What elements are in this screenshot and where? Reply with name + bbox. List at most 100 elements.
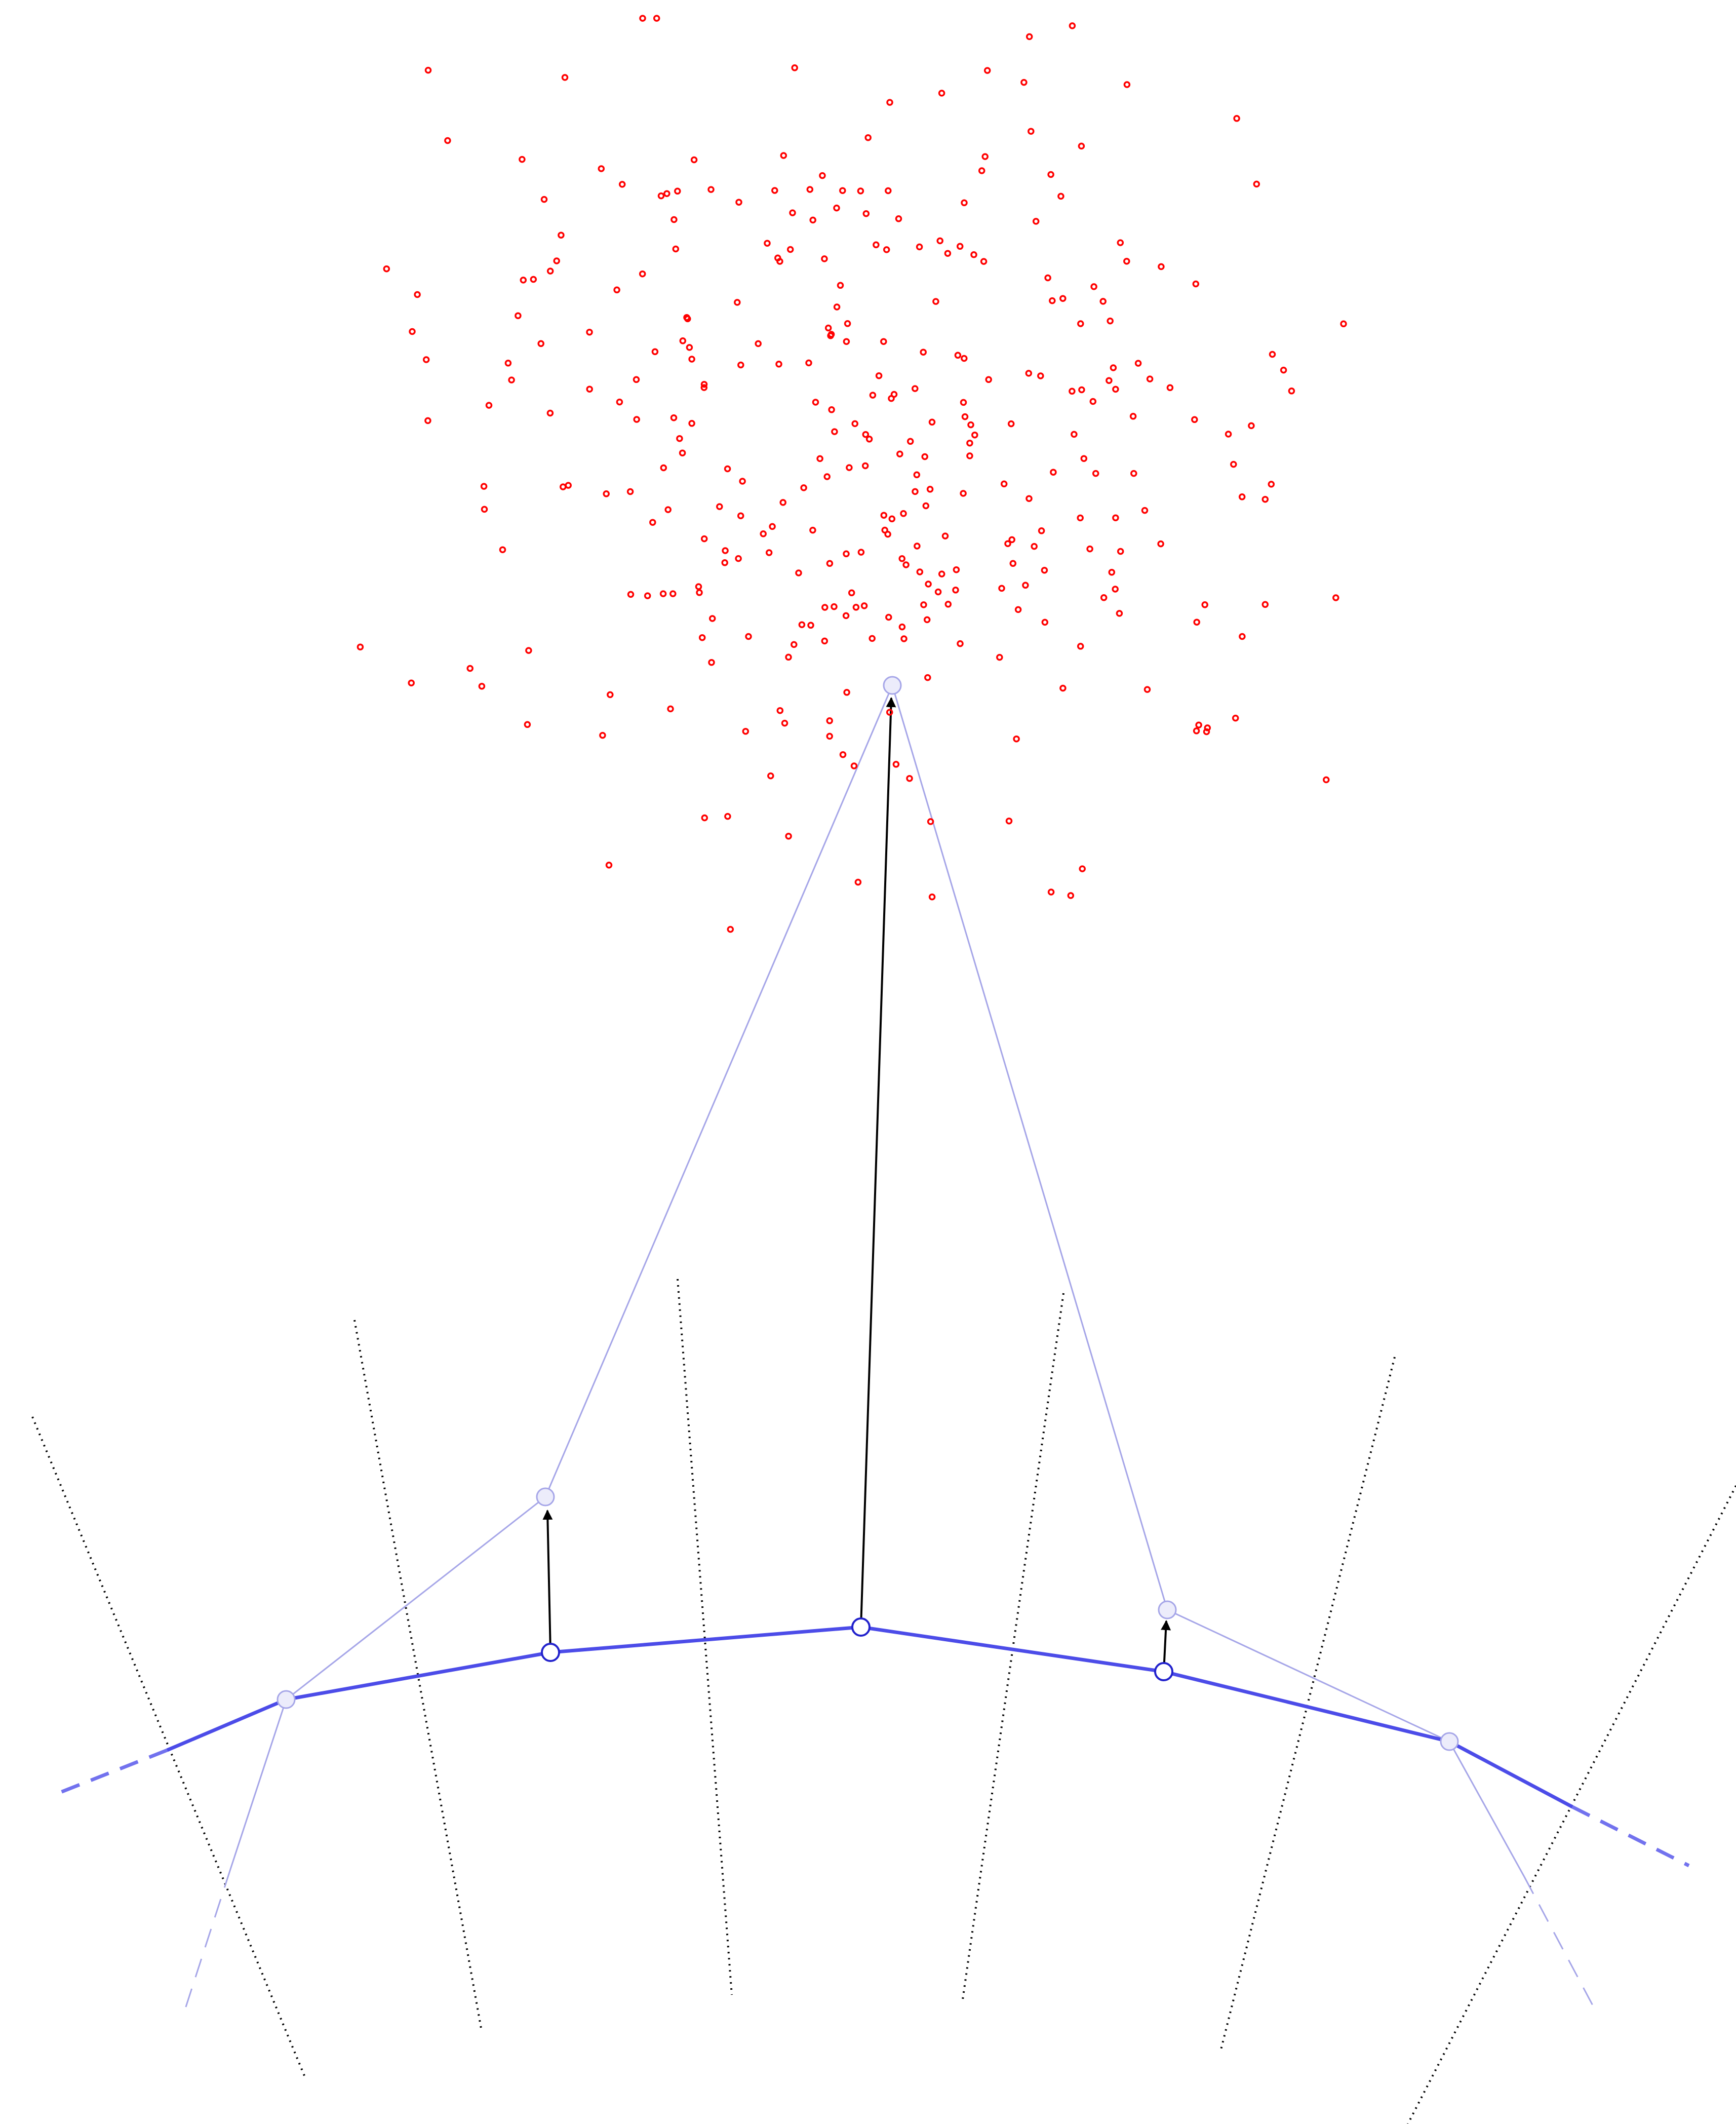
scatter-point xyxy=(920,601,927,608)
scatter-point xyxy=(961,413,969,420)
control-dashed-right xyxy=(1523,1876,1596,2011)
scatter-point xyxy=(1123,257,1130,265)
scatter-point xyxy=(785,653,792,661)
scatter-point xyxy=(688,420,695,427)
scatter-point xyxy=(898,623,906,631)
scatter-point xyxy=(1107,317,1114,325)
scatter-point xyxy=(998,585,1005,592)
curve-node-2 xyxy=(851,1617,871,1637)
scatter-point xyxy=(1014,606,1022,613)
scatter-point xyxy=(383,265,390,273)
scatter-point xyxy=(540,196,548,203)
scatter-point xyxy=(603,490,610,497)
scatter-point xyxy=(860,602,868,609)
scatter-point xyxy=(966,452,973,459)
scatter-point xyxy=(561,74,569,81)
scatter-point xyxy=(823,473,831,480)
scatter-point xyxy=(565,482,572,489)
scatter-point xyxy=(1077,514,1084,522)
scatter-point xyxy=(806,186,814,193)
control-edge-3 xyxy=(891,685,1168,1610)
scatter-point xyxy=(639,270,646,278)
scatter-point xyxy=(724,465,731,473)
scatter-point xyxy=(926,486,934,493)
scatter-point xyxy=(791,64,798,71)
scatter-point xyxy=(971,431,978,439)
curve-dashed-left xyxy=(51,1748,168,1798)
scatter-point xyxy=(1004,540,1011,547)
scatter-point xyxy=(618,181,626,188)
scatter-point xyxy=(1146,375,1154,382)
scatter-point xyxy=(1116,610,1123,617)
scatter-point xyxy=(886,709,893,716)
scatter-point xyxy=(679,337,687,344)
scatter-point xyxy=(1157,540,1164,548)
scatter-point xyxy=(724,813,731,820)
scatter-point xyxy=(1069,388,1076,395)
scatter-point xyxy=(1041,566,1048,574)
scatter-point xyxy=(865,436,873,443)
scatter-point xyxy=(700,535,708,543)
scatter-point xyxy=(1166,384,1174,392)
scatter-point xyxy=(659,590,667,597)
scatter-point xyxy=(1009,560,1017,567)
scatter-point xyxy=(1038,527,1045,534)
scatter-point xyxy=(785,832,792,840)
scatter-point xyxy=(851,420,858,428)
control-polygon xyxy=(229,685,1525,1877)
scatter-point xyxy=(1269,351,1276,358)
scatter-point xyxy=(1123,81,1131,88)
scatter-point xyxy=(831,428,838,435)
scatter-point xyxy=(873,241,880,249)
scatter-point xyxy=(1193,619,1200,626)
scatter-point xyxy=(1268,481,1275,488)
scatter-point xyxy=(1078,386,1085,394)
scatter-point xyxy=(848,589,855,597)
scatter-point xyxy=(956,243,964,250)
scatter-point xyxy=(869,392,877,399)
control-dashed-left xyxy=(184,1869,231,2011)
scatter-point xyxy=(679,449,686,456)
scatter-point xyxy=(546,409,554,417)
scatter-point xyxy=(508,376,515,383)
scatter-point xyxy=(1089,398,1097,405)
scatter-point xyxy=(674,187,681,195)
scatter-point xyxy=(1047,171,1054,178)
scatter-point xyxy=(1044,274,1051,282)
scatter-point xyxy=(686,344,693,351)
scatter-point xyxy=(1261,495,1269,503)
scatter-point xyxy=(771,187,778,194)
scatter-point xyxy=(607,691,614,699)
scatter-point xyxy=(843,550,850,558)
dotted-line-3 xyxy=(677,1279,733,1995)
scatter-point xyxy=(885,187,892,195)
scatter-point xyxy=(1025,495,1033,502)
scatter-point xyxy=(776,707,784,714)
scatter-point xyxy=(809,526,816,534)
scatter-point xyxy=(769,523,776,530)
scatter-point xyxy=(1041,619,1049,626)
scatter-point xyxy=(688,356,695,363)
scatter-point xyxy=(816,455,823,462)
scatter-point xyxy=(1071,431,1078,438)
scatter-point xyxy=(670,414,678,421)
scatter-point xyxy=(839,751,847,758)
scatter-point xyxy=(1037,372,1044,379)
scatter-point xyxy=(920,349,927,356)
arrow-center xyxy=(860,697,896,1628)
scatter-point xyxy=(1007,420,1015,428)
scatter-point xyxy=(795,569,802,576)
scatter-point xyxy=(1028,128,1035,135)
scatter-point xyxy=(1050,469,1057,476)
scatter-point xyxy=(983,67,991,74)
scatter-point xyxy=(737,361,744,369)
scatter-point xyxy=(735,199,742,206)
scatter-point xyxy=(525,647,532,654)
scatter-point xyxy=(850,762,858,769)
scatter-point xyxy=(934,588,942,596)
scatter-point xyxy=(649,519,656,526)
scatter-point xyxy=(885,613,892,621)
scatter-point xyxy=(716,503,723,510)
control-edge-4 xyxy=(1167,1609,1450,1743)
